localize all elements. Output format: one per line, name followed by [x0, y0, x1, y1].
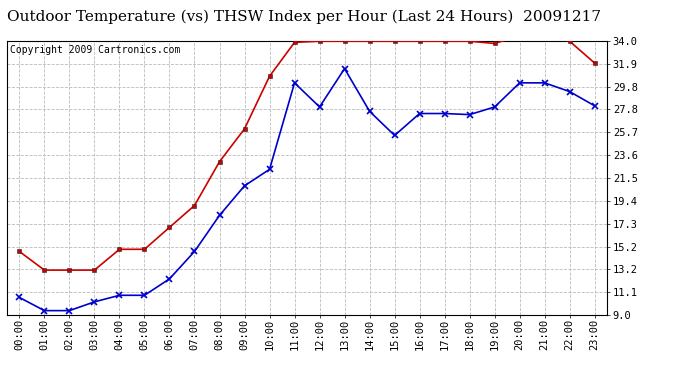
Text: Copyright 2009 Cartronics.com: Copyright 2009 Cartronics.com — [10, 45, 180, 56]
Text: Outdoor Temperature (vs) THSW Index per Hour (Last 24 Hours)  20091217: Outdoor Temperature (vs) THSW Index per … — [7, 9, 600, 24]
